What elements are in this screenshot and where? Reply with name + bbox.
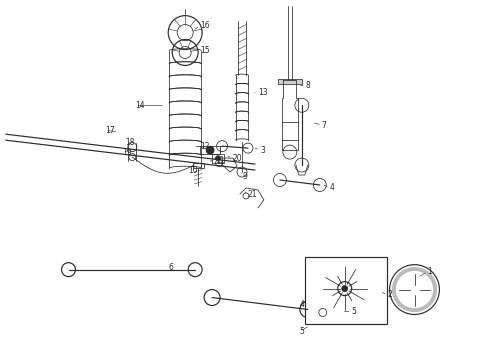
Text: 16: 16 [200,21,210,30]
Text: 4: 4 [300,300,305,309]
Text: 21: 21 [248,190,257,199]
Text: 1: 1 [427,267,432,276]
Text: 11: 11 [215,156,224,165]
Text: 15: 15 [200,46,210,55]
Bar [278,80,302,84]
Text: 10: 10 [188,166,198,175]
Text: 8: 8 [306,81,311,90]
Circle shape [392,268,437,311]
Text: 18: 18 [125,138,135,147]
Circle shape [396,272,433,307]
Text: 6: 6 [168,263,173,272]
Text: 4: 4 [330,184,335,193]
Text: 3: 3 [260,145,265,154]
Text: 14: 14 [135,101,145,110]
Text: 17: 17 [105,126,115,135]
Circle shape [410,285,419,294]
Text: 20: 20 [232,154,242,163]
Text: 5: 5 [352,307,357,316]
Circle shape [342,285,348,292]
Bar [193,163,204,168]
Bar [212,154,224,163]
Circle shape [216,156,220,161]
Text: 13: 13 [258,88,268,97]
Text: 9: 9 [242,171,247,180]
Bar [305,257,387,324]
Text: 2: 2 [388,290,392,299]
Text: 12: 12 [200,141,210,150]
Circle shape [206,146,214,154]
Text: 19: 19 [122,148,132,157]
Text: 7: 7 [322,121,327,130]
Text: 5: 5 [300,327,305,336]
